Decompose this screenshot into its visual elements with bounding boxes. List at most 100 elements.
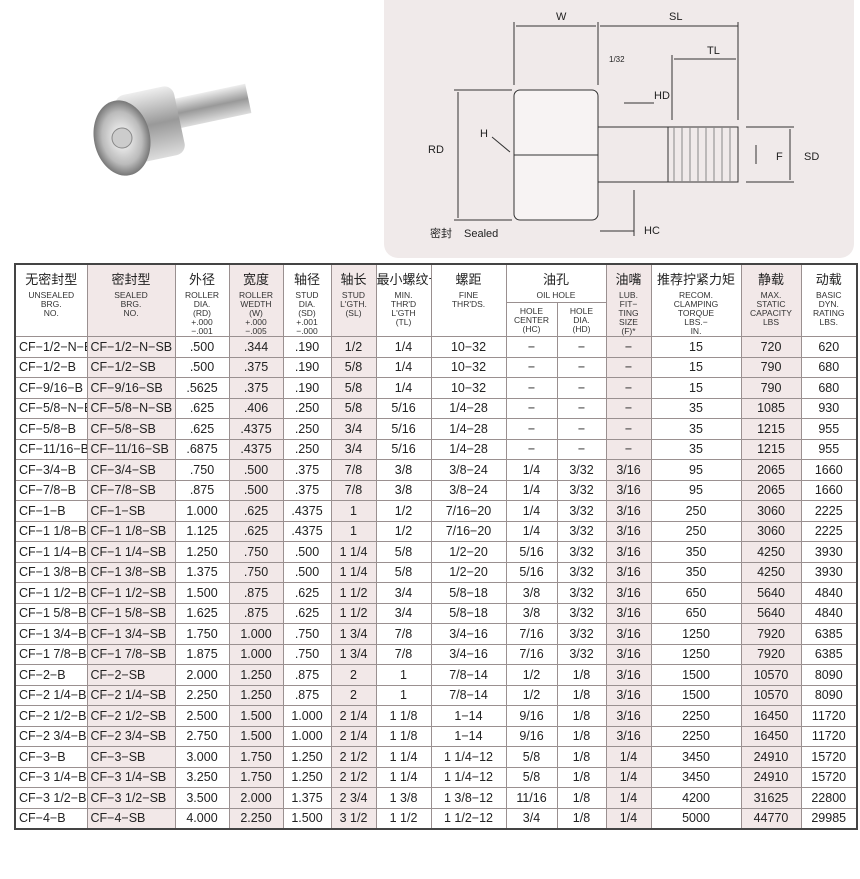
- table-cell: 10−32: [430, 377, 507, 399]
- table-cell: 1/4: [605, 787, 652, 809]
- header-en: OIL HOLE: [536, 290, 576, 300]
- table-cell: 6385: [800, 643, 858, 665]
- table-row: CF−11/16−B CF−11/16−SB .6875.4375.250 3/4 5/…: [14, 438, 858, 460]
- table-cell: 3/4: [505, 807, 558, 830]
- table-cell: 5/8: [375, 561, 432, 583]
- table-cell: 3/16: [605, 479, 652, 501]
- table-cell: 3/4−16: [430, 643, 507, 665]
- table-cell: 9/16: [505, 725, 558, 747]
- table-cell: 2.250: [228, 807, 284, 830]
- table-cell: −: [556, 397, 607, 419]
- table-cell: CF−4−B: [14, 807, 88, 830]
- table-cell: 15: [650, 336, 742, 358]
- label-h: H: [480, 128, 488, 140]
- table-cell: −: [605, 336, 652, 358]
- sub-column-header: HOLE DIA. (HD): [556, 302, 607, 337]
- header-cn: 轴径: [293, 272, 320, 287]
- table-cell: 1 3/4: [330, 623, 377, 645]
- table-cell: 8090: [800, 684, 858, 706]
- table-cell: 3/4−16: [430, 623, 507, 645]
- table-cell: .750: [228, 561, 284, 583]
- table-cell: 1/2−20: [430, 561, 507, 583]
- table-cell: 3/32: [556, 459, 607, 481]
- table-cell: 3/16: [605, 664, 652, 686]
- header-en: UNSEALED BRG. NO.: [28, 290, 75, 318]
- header-cn: 无密封型: [25, 272, 78, 287]
- table-cell: 1/4: [505, 459, 558, 481]
- table-cell: 7/16−20: [430, 520, 507, 542]
- table-cell: 5/8: [330, 397, 377, 419]
- table-cell: 2225: [800, 520, 858, 542]
- table-cell: −: [556, 336, 607, 358]
- table-cell: 5/16: [375, 418, 432, 440]
- table-cell: .500: [228, 479, 284, 501]
- table-cell: 650: [650, 582, 742, 604]
- column-header: 静载 MAX. STATIC CAPACITY LBS: [740, 263, 802, 337]
- table-cell: 5/8: [505, 766, 558, 788]
- table-cell: 3/4: [375, 602, 432, 624]
- table-cell: 350: [650, 561, 742, 583]
- table-cell: CF−1 5/8−B: [14, 602, 88, 624]
- table-cell: .750: [282, 623, 332, 645]
- table-cell: 3/16: [605, 725, 652, 747]
- table-cell: 24910: [740, 746, 802, 768]
- table-cell: 1.250: [174, 541, 230, 563]
- table-cell: 1.625: [174, 602, 230, 624]
- table-cell: 1−14: [430, 705, 507, 727]
- table-row: CF−2 3/4−B CF−2 3/4−SB 2.750 1.500 1.000 2 1/…: [14, 725, 858, 747]
- table-cell: 790: [740, 377, 802, 399]
- table-cell: 35: [650, 418, 742, 440]
- table-cell: CF−2 3/4−B: [14, 725, 88, 747]
- table-cell: 5/8−18: [430, 602, 507, 624]
- table-row: CF−1/2−B CF−1/2−SB .500.375.190 5/8 1/4 10−32…: [14, 356, 858, 378]
- table-cell: 11720: [800, 725, 858, 747]
- table-cell: .625: [228, 520, 284, 542]
- table-cell: 2 1/2: [330, 746, 377, 768]
- table-cell: 1/4: [605, 807, 652, 830]
- table-cell: CF−5/8−SB: [86, 418, 176, 440]
- header-cn: 宽度: [242, 272, 269, 287]
- table-cell: CF−1/2−B: [14, 356, 88, 378]
- table-cell: 2.500: [174, 705, 230, 727]
- table-cell: 15720: [800, 746, 858, 768]
- table-cell: 16450: [740, 705, 802, 727]
- table-cell: 1.750: [228, 766, 284, 788]
- table-cell: −: [556, 418, 607, 440]
- table-row: CF−1 1/8−B CF−1 1/8−SB 1.125.625.4375 1 1/2 7…: [14, 520, 858, 542]
- table-cell: 1500: [650, 664, 742, 686]
- table-cell: CF−5/8−N−SB: [86, 397, 176, 419]
- table-cell: 10−32: [430, 356, 507, 378]
- table-cell: 5/8: [330, 377, 377, 399]
- table-cell: 1/8: [556, 684, 607, 706]
- table-row: CF−3−B CF−3−SB 3.000 1.750 1.250 2 1/2 1 1/4 1 …: [14, 746, 858, 768]
- table-cell: CF−1 1/8−B: [14, 520, 88, 542]
- table-cell: 3/32: [556, 479, 607, 501]
- table-cell: 3/32: [556, 520, 607, 542]
- table-cell: 1/8: [556, 664, 607, 686]
- table-row: CF−1 3/4−B CF−1 3/4−SB 1.750 1.000.750 1 3/4…: [14, 623, 858, 645]
- table-cell: −: [605, 356, 652, 378]
- table-cell: 1.500: [174, 582, 230, 604]
- table-cell: 1/4: [375, 356, 432, 378]
- table-cell: 3450: [650, 766, 742, 788]
- table-cell: 3/16: [605, 684, 652, 706]
- table-cell: 1/4−28: [430, 438, 507, 460]
- table-cell: .250: [282, 397, 332, 419]
- table-cell: 1/2: [375, 500, 432, 522]
- table-cell: 1/4: [505, 479, 558, 501]
- table-cell: 2225: [800, 500, 858, 522]
- table-cell: 1 3/8: [375, 787, 432, 809]
- table-cell: −: [505, 336, 558, 358]
- table-cell: 1/4: [375, 377, 432, 399]
- table-cell: 1/8: [556, 705, 607, 727]
- table-cell: 2.000: [228, 787, 284, 809]
- table-cell: 2: [330, 684, 377, 706]
- header-en: FINE THR'DS.: [451, 290, 486, 309]
- table-cell: 1 1/4−12: [430, 746, 507, 768]
- table-cell: 4250: [740, 541, 802, 563]
- table-cell: .875: [228, 582, 284, 604]
- table-cell: 4.000: [174, 807, 230, 830]
- table-cell: 1.500: [228, 725, 284, 747]
- table-cell: 1: [330, 500, 377, 522]
- table-cell: CF−1/2−N−SB: [86, 336, 176, 358]
